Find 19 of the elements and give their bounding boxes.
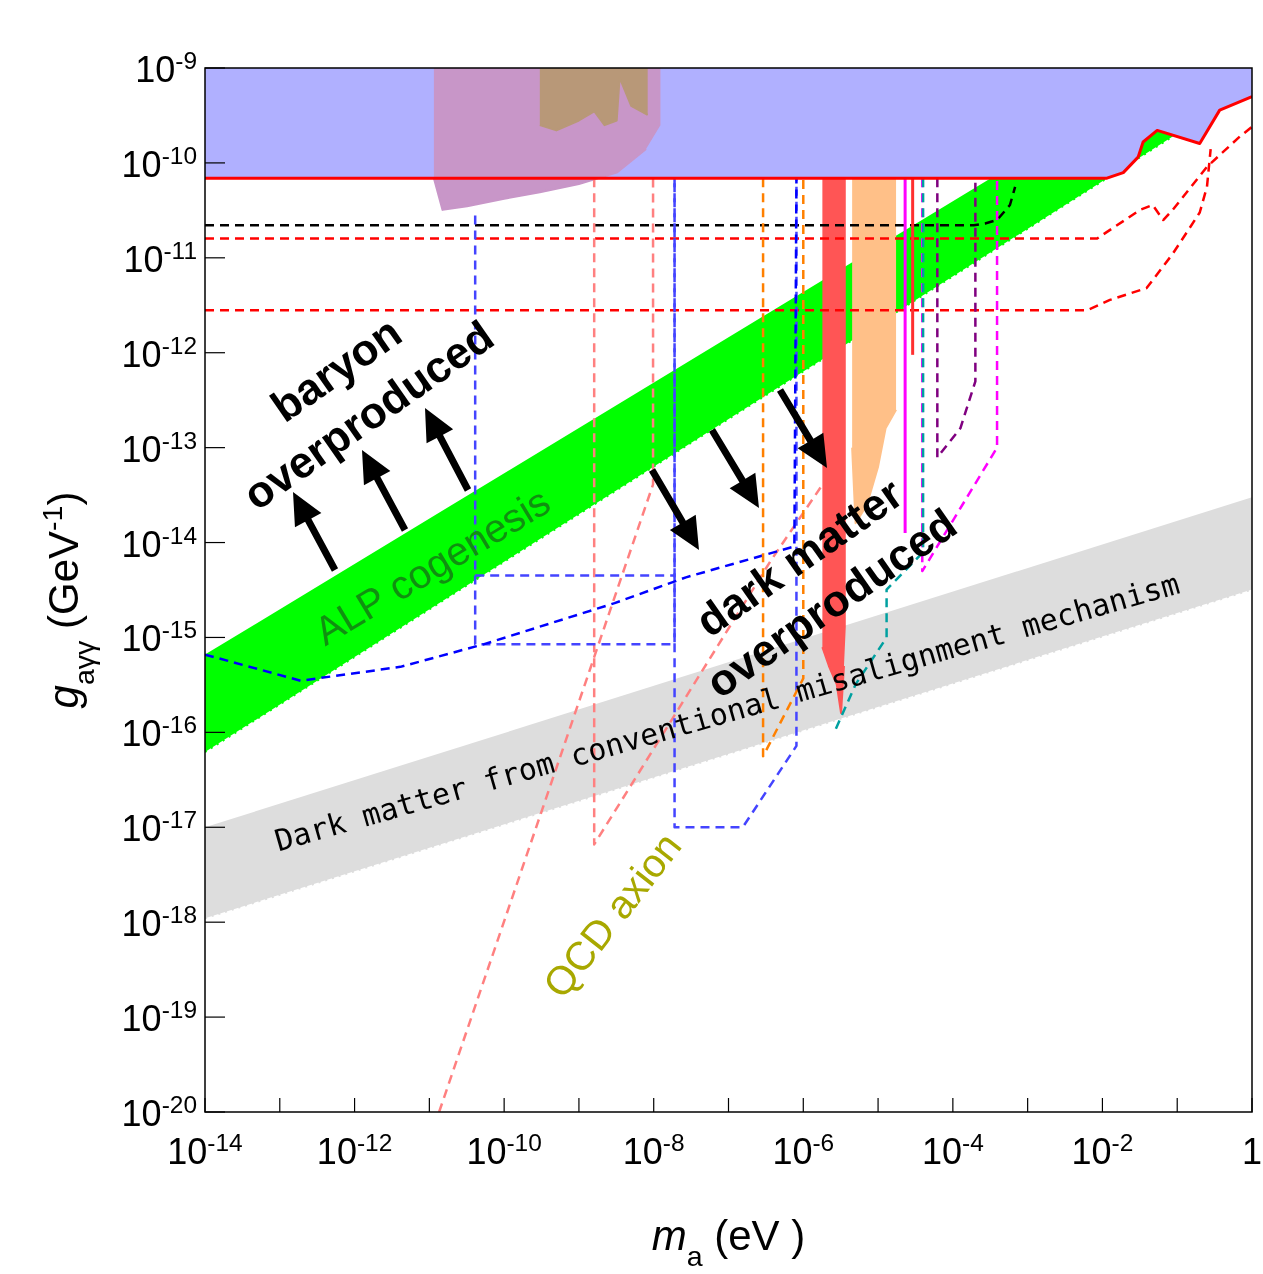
x-tick-label: 10$^{-12}$ — [316, 1128, 393, 1172]
x-tick-label: 10$^{-10}$ — [466, 1128, 542, 1172]
y-tick-label: 10$^{-9}$ — [135, 46, 197, 90]
y-tick-label: 10$^{-11}$ — [123, 236, 197, 280]
x-tick-label: 10$^{-2}$ — [1071, 1128, 1134, 1172]
y-tick-label: 10$^{-16}$ — [121, 710, 197, 755]
y-tick-label: 10$^{-12}$ — [121, 331, 197, 375]
y-tick-label: 10$^{-15}$ — [121, 615, 197, 660]
x-tick-label: 1 — [1241, 1131, 1263, 1172]
y-tick-label: 10$^{-19}$ — [121, 995, 197, 1040]
y-tick-label: 10$^{-18}$ — [121, 900, 197, 945]
y-tick-label: 10$^{-14}$ — [121, 521, 197, 565]
x-tick-label: 10$^{-4}$ — [921, 1128, 984, 1172]
x-tick-label: 10$^{-6}$ — [772, 1128, 835, 1172]
y-tick-label: 10$^{-17}$ — [121, 805, 197, 850]
y-tick-label: 10$^{-13}$ — [121, 426, 197, 470]
x-axis-title: m$_{a}$ (eV ) — [651, 1212, 806, 1272]
x-tick-label: 10$^{-8}$ — [622, 1128, 685, 1172]
y-tick-label: 10$^{-10}$ — [121, 141, 197, 185]
